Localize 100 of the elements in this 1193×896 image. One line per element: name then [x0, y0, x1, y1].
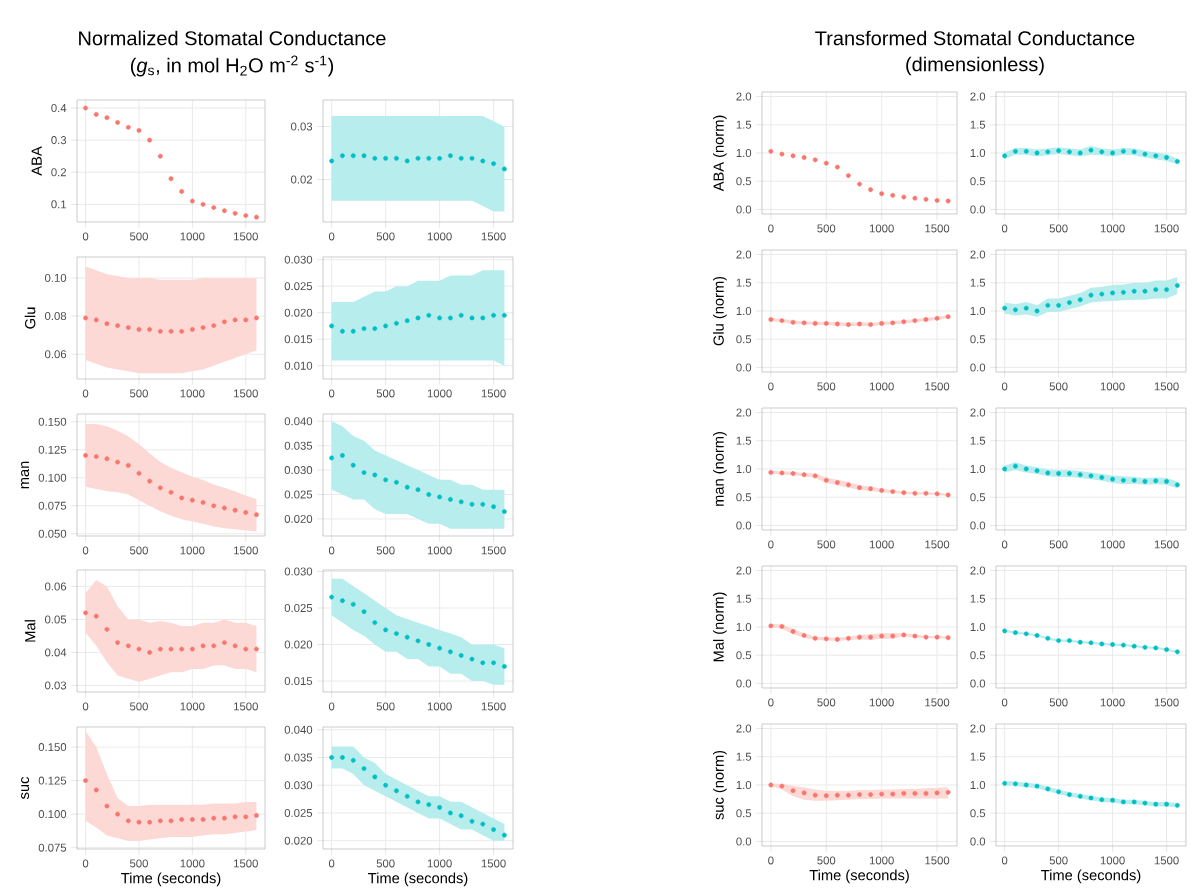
y-tick-label: 0.075 [38, 843, 67, 852]
y-tick-label: 0.5 [736, 177, 752, 186]
y-tick-label: 0.0 [970, 205, 986, 214]
x-tick-label: 500 [376, 546, 395, 555]
y-axis-title: ABA [31, 146, 42, 176]
x-tick-label: 0 [82, 232, 89, 241]
x-tick-label: 0 [82, 389, 89, 398]
x-tick-label: 1500 [1154, 856, 1179, 865]
x-tick-label: 0 [768, 856, 774, 865]
y-axis-title: Mal (norm) [713, 592, 727, 662]
x-tick-label: 1000 [869, 698, 894, 707]
y-tick-label: 1.5 [736, 120, 752, 129]
x-tick-label: 0 [328, 232, 335, 241]
x-tick-label: 1500 [234, 546, 258, 555]
y-tick-label: 1.0 [970, 622, 986, 631]
y-tick-label: 0.0 [970, 679, 986, 688]
y-tick-label: 0.0 [970, 363, 986, 372]
x-tick-label: 1500 [1154, 382, 1179, 391]
y-tick-label: 0.010 [284, 361, 313, 370]
y-tick-label: 0.100 [38, 810, 67, 819]
y-tick-label: 0.030 [284, 466, 313, 475]
x-tick-label: 0 [1001, 224, 1008, 233]
x-tick-label: 1000 [1100, 856, 1125, 865]
y-tick-label: 0.125 [38, 445, 67, 454]
y-tick-label: 2.0 [970, 92, 986, 101]
y-tick-label: 1.5 [970, 436, 986, 445]
y-tick-label: 0.100 [38, 473, 67, 482]
y-axis-title: ABA (norm) [713, 115, 727, 192]
y-tick-label: 2.0 [736, 250, 752, 259]
x-tick-label: 1000 [180, 546, 205, 555]
y-tick-label: 2.0 [970, 408, 986, 417]
x-tick-label: 1500 [925, 224, 950, 233]
x-tick-label: 1000 [869, 382, 894, 391]
y-tick-label: 0.03 [44, 681, 67, 690]
y-tick-label: 0.125 [38, 776, 67, 785]
y-tick-label: 0.040 [284, 725, 313, 734]
y-axis-title: suc (norm) [713, 750, 727, 820]
y-tick-label: 0.06 [44, 582, 67, 591]
x-tick-label: 0 [82, 702, 89, 711]
y-tick-label: 1.5 [736, 594, 752, 603]
x-tick-label: 1000 [180, 232, 205, 241]
chart-subtitle: (dimensionless) [906, 56, 1044, 76]
y-tick-label: 0.5 [970, 651, 986, 660]
y-tick-label: 0.5 [736, 809, 752, 818]
x-tick-label: 1000 [1100, 540, 1125, 549]
x-tick-label: 1500 [1154, 224, 1179, 233]
y-tick-label: 1.0 [970, 464, 986, 473]
x-tick-label: 1000 [869, 540, 894, 549]
x-tick-label: 500 [1049, 698, 1068, 707]
chart-title: Normalized Stomatal Conductance [79, 30, 386, 46]
x-tick-label: 1000 [427, 232, 452, 241]
y-tick-label: 2.0 [736, 566, 752, 575]
y-tick-label: 0.5 [970, 335, 986, 344]
y-tick-label: 1.5 [970, 120, 986, 129]
y-tick-label: 0.020 [284, 514, 313, 523]
x-tick-label: 500 [129, 859, 148, 868]
x-tick-label: 1500 [481, 546, 506, 555]
x-tick-label: 1000 [1100, 224, 1125, 233]
x-tick-label: 1000 [180, 859, 205, 868]
y-tick-label: 0.025 [284, 808, 313, 817]
y-tick-label: 1.0 [736, 622, 752, 631]
y-tick-label: 0.075 [38, 501, 67, 510]
x-tick-label: 0 [768, 698, 774, 707]
y-tick-label: 2.0 [970, 724, 986, 733]
y-tick-label: 1.5 [736, 752, 752, 761]
y-tick-label: 0.08 [44, 312, 67, 321]
x-tick-label: 1000 [427, 389, 452, 398]
y-tick-label: 0.015 [284, 335, 313, 344]
x-axis-title: Time (seconds) [368, 872, 468, 887]
y-tick-label: 0.030 [284, 781, 313, 790]
y-tick-label: 1.0 [736, 306, 752, 315]
x-tick-label: 500 [129, 232, 148, 241]
x-tick-label: 0 [768, 540, 774, 549]
y-tick-label: 0.035 [284, 441, 313, 450]
x-tick-label: 0 [768, 382, 774, 391]
y-tick-label: 1.5 [736, 436, 752, 445]
y-tick-label: 1.5 [970, 752, 986, 761]
x-tick-label: 1500 [234, 702, 258, 711]
y-axis-title: Glu [24, 307, 36, 329]
y-tick-label: 0.1 [51, 200, 67, 209]
y-tick-label: 0.0 [970, 837, 986, 846]
y-tick-label: 0.03 [290, 122, 313, 131]
x-tick-label: 1500 [481, 859, 506, 868]
x-tick-label: 500 [129, 702, 148, 711]
y-tick-label: 0.025 [284, 603, 313, 612]
y-tick-label: 2.0 [970, 566, 986, 575]
y-tick-label: 0.150 [38, 743, 67, 752]
x-tick-label: 0 [328, 859, 335, 868]
x-tick-label: 0 [82, 859, 89, 868]
x-tick-label: 0 [1001, 382, 1008, 391]
y-tick-label: 0.0 [736, 679, 752, 688]
x-tick-label: 500 [376, 389, 395, 398]
x-tick-label: 500 [376, 859, 395, 868]
text: (g$_{s}$, in mol H$_{2}$O m$^{-2}$ s$^{-1}$) [130, 55, 334, 77]
x-tick-label: 500 [1049, 540, 1068, 549]
y-tick-label: 1.5 [970, 278, 986, 287]
y-tick-label: 0.5 [736, 335, 752, 344]
x-tick-label: 500 [129, 546, 148, 555]
x-tick-label: 1000 [1100, 382, 1125, 391]
x-tick-label: 500 [817, 856, 836, 865]
